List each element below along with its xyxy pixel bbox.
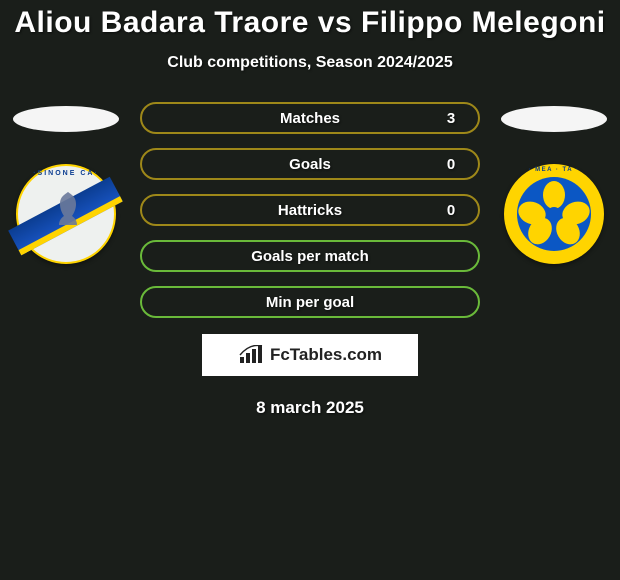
comparison-row: ·SINONE CA· Matches3Goals0Hattricks0Goal… <box>0 102 620 318</box>
stat-label: Matches <box>182 110 438 127</box>
right-player-column: · MEA · TA · <box>494 102 614 264</box>
stat-label: Goals <box>182 156 438 173</box>
stat-pill: Matches3 <box>140 102 480 134</box>
stat-pill: Goals0 <box>140 148 480 180</box>
subtitle: Club competitions, Season 2024/2025 <box>167 54 452 72</box>
left-club-badge-icon: ·SINONE CA· <box>16 164 116 264</box>
petal-center <box>547 207 561 221</box>
stat-right-value: 0 <box>438 202 464 219</box>
stat-label: Hattricks <box>182 202 438 219</box>
right-badge-ring-text: · MEA · TA · <box>504 167 604 173</box>
bar-chart-icon <box>238 345 264 365</box>
stat-right-value: 3 <box>438 110 464 127</box>
watermark-text: FcTables.com <box>270 345 382 365</box>
stat-pill: Min per goal <box>140 286 480 318</box>
page-title: Aliou Badara Traore vs Filippo Melegoni <box>14 6 605 40</box>
right-club-badge-icon: · MEA · TA · <box>504 164 604 264</box>
stat-label: Goals per match <box>182 248 438 265</box>
stat-pill: Goals per match <box>140 240 480 272</box>
right-player-avatar <box>501 106 607 132</box>
lion-crest-icon <box>50 190 86 232</box>
stat-label: Min per goal <box>182 294 438 311</box>
stat-right-value: 0 <box>438 156 464 173</box>
watermark-badge[interactable]: FcTables.com <box>202 334 418 376</box>
petal-icon <box>543 181 565 209</box>
badge-inner <box>517 177 591 251</box>
comparison-card: Aliou Badara Traore vs Filippo Melegoni … <box>0 0 620 418</box>
left-badge-ring-text: ·SINONE CA· <box>18 170 114 177</box>
stats-list: Matches3Goals0Hattricks0Goals per matchM… <box>126 102 494 318</box>
left-player-column: ·SINONE CA· <box>6 102 126 264</box>
date-label: 8 march 2025 <box>256 398 364 418</box>
stat-pill: Hattricks0 <box>140 194 480 226</box>
left-player-avatar <box>13 106 119 132</box>
